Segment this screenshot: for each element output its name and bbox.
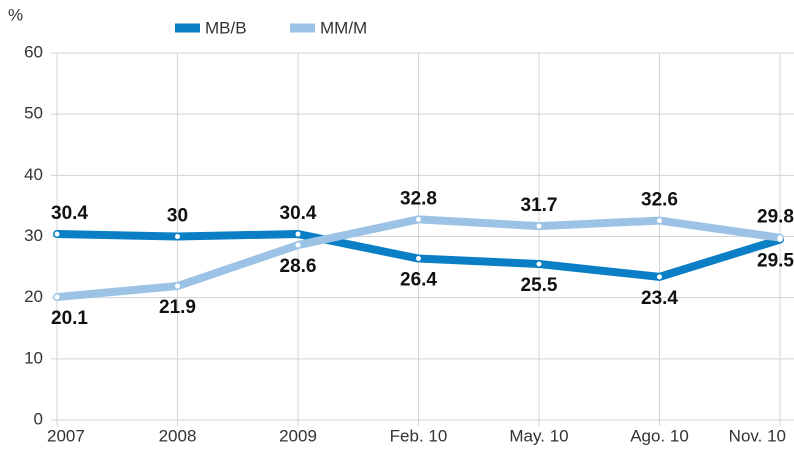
data-label: 30.4: [51, 203, 88, 224]
point-marker: [536, 261, 542, 267]
point-marker: [536, 223, 542, 229]
data-label: 25.5: [521, 275, 558, 296]
point-marker: [54, 231, 60, 237]
data-label: 29.8: [757, 207, 794, 228]
point-marker: [416, 256, 421, 262]
point-marker: [175, 283, 180, 289]
point-marker: [295, 242, 301, 248]
point-marker: [657, 218, 662, 224]
point-marker: [657, 274, 662, 280]
y-axis-label: %: [8, 5, 23, 24]
data-label: 30: [167, 206, 188, 227]
y-tick-label: 40: [24, 165, 43, 184]
x-tick-label: 2007: [47, 426, 85, 445]
data-label: 32.6: [641, 190, 678, 211]
y-tick-label: 50: [24, 104, 43, 123]
legend-label: MB/B: [205, 18, 247, 37]
data-label: 30.4: [280, 203, 317, 224]
y-tick-label: 10: [24, 348, 43, 367]
data-label: 31.7: [521, 195, 558, 216]
y-tick-label: 20: [24, 287, 43, 306]
data-label: 26.4: [400, 270, 437, 291]
point-marker: [54, 294, 60, 300]
x-tick-label: Ago. 10: [630, 426, 689, 445]
data-label: 28.6: [280, 256, 317, 277]
data-label: 21.9: [159, 297, 196, 318]
point-marker: [175, 234, 180, 239]
data-label: 23.4: [641, 288, 678, 309]
data-label: 29.5: [757, 251, 794, 272]
point-marker: [777, 235, 783, 241]
data-label: 32.8: [400, 188, 437, 209]
legend-label: MM/M: [320, 18, 367, 37]
point-marker: [295, 231, 301, 237]
x-tick-label: May. 10: [509, 426, 568, 445]
y-tick-label: 60: [24, 42, 43, 61]
x-tick-label: 2008: [159, 426, 197, 445]
y-tick-label: 30: [24, 226, 43, 245]
x-tick-label: 2009: [279, 426, 317, 445]
x-tick-label: Feb. 10: [390, 426, 448, 445]
point-marker: [416, 216, 421, 222]
x-tick-label: Nov. 10: [729, 426, 786, 445]
data-label: 20.1: [51, 308, 88, 329]
y-tick-label: 0: [34, 409, 43, 428]
